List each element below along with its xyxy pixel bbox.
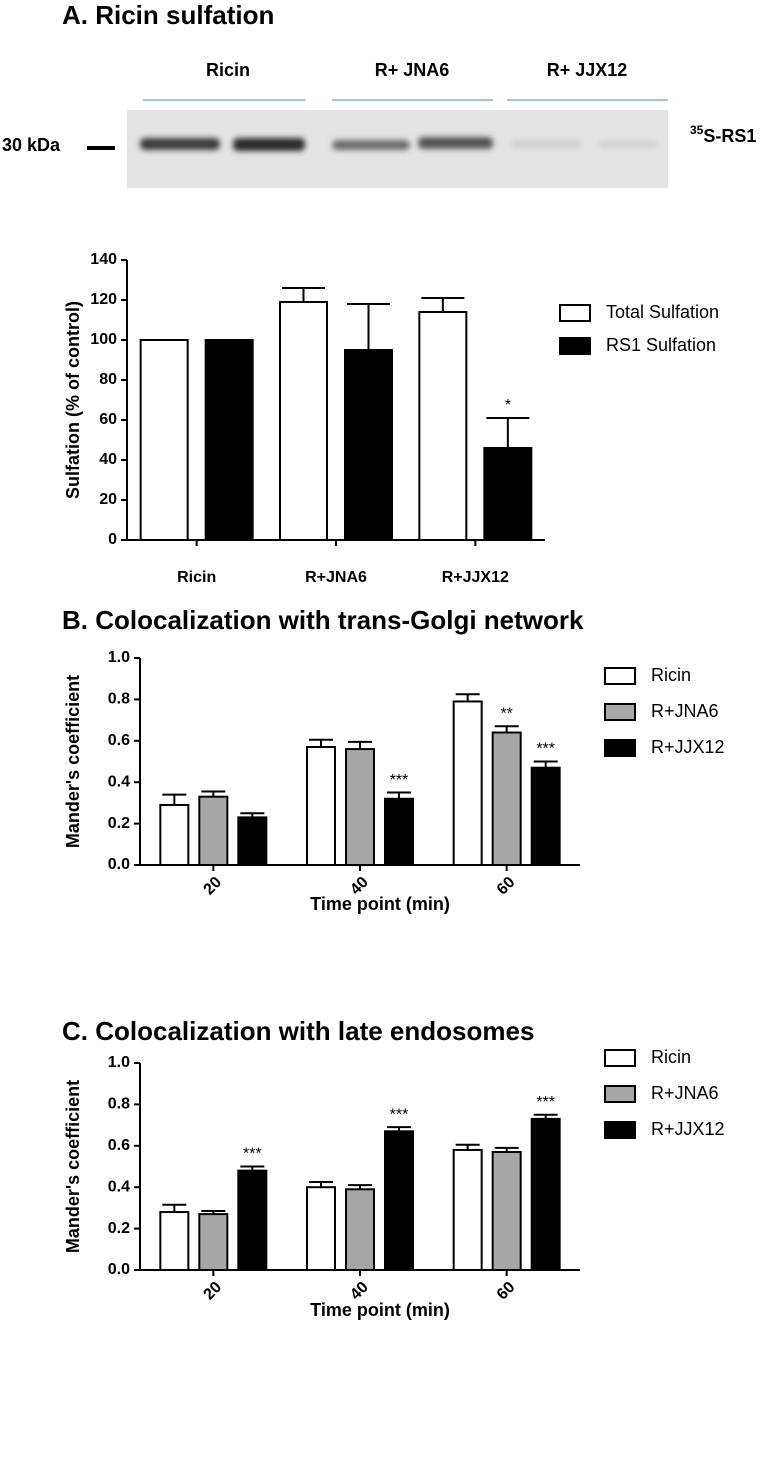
bar [384, 1130, 414, 1272]
y-tick-label: 80 [99, 371, 117, 388]
significance: ** [500, 706, 512, 723]
bar [237, 816, 268, 867]
legend-label: R+JNA6 [651, 1083, 719, 1103]
x-tick-label: 20 [201, 874, 226, 899]
legend-swatch [604, 703, 636, 721]
y-tick-label: 1.0 [108, 1054, 130, 1071]
x-tick-label: 20 [201, 1279, 226, 1304]
y-tick-label: 0.2 [108, 1220, 130, 1237]
y-tick-label: 0.0 [108, 856, 130, 873]
bar [159, 803, 190, 866]
y-tick-label: 0 [108, 531, 117, 548]
legend-label: Ricin [651, 1047, 691, 1067]
y-axis-label: Mander's coefficient [63, 1080, 83, 1253]
bar [306, 1186, 336, 1271]
y-tick-label: 0.2 [108, 815, 130, 832]
bar [237, 1169, 268, 1272]
legend-swatch [604, 667, 636, 685]
significance: *** [390, 772, 409, 789]
legend-label: R+JJX12 [651, 737, 725, 757]
x-tick-label: 60 [494, 874, 519, 899]
bar [452, 700, 483, 866]
significance: * [505, 397, 511, 414]
bar [345, 748, 375, 867]
panel-title: A. Ricin sulfation [62, 0, 274, 30]
x-tick-label: 60 [494, 1279, 519, 1304]
y-tick-label: 140 [90, 251, 117, 268]
bar [418, 311, 468, 541]
legend-label: R+JNA6 [651, 701, 719, 721]
chart-title: C. Colocalization with late endosomes [62, 1016, 534, 1046]
bar [483, 447, 533, 541]
y-tick-label: 60 [99, 411, 117, 428]
blot-image [127, 110, 668, 188]
significance: *** [536, 741, 555, 758]
marker-label: 30 kDa [2, 135, 61, 155]
x-axis-label: Time point (min) [310, 1300, 450, 1320]
y-tick-label: 0.6 [108, 1137, 130, 1154]
legend-label: Total Sulfation [606, 302, 719, 322]
legend-swatch [559, 337, 591, 355]
legend-swatch [604, 1085, 636, 1103]
bar [139, 339, 189, 541]
y-tick-label: 20 [99, 491, 117, 508]
bar [345, 1188, 375, 1272]
band-label-sup: 35 [690, 123, 704, 137]
bar [530, 766, 561, 867]
x-tick-label: R+JNA6 [305, 569, 367, 586]
bar [491, 731, 522, 867]
legend-label: R+JJX12 [651, 1119, 725, 1139]
y-axis-label: Sulfation (% of control) [63, 301, 83, 499]
bar [198, 795, 229, 866]
legend-swatch [604, 1121, 636, 1139]
y-axis-label: Mander's coefficient [63, 675, 83, 848]
bar [384, 797, 414, 867]
bar [530, 1117, 561, 1272]
y-tick-label: 0.4 [108, 1178, 130, 1195]
y-tick-label: 120 [90, 291, 117, 308]
bar [279, 301, 328, 541]
y-tick-label: 0.8 [108, 1096, 130, 1113]
bar [344, 349, 393, 541]
y-tick-label: 0.4 [108, 773, 130, 790]
band-label-main: S-RS1 [703, 126, 756, 146]
lane-label: Ricin [206, 60, 250, 80]
band-label: 35S-RS1 [690, 123, 756, 146]
y-tick-label: 40 [99, 451, 117, 468]
legend-swatch [604, 1049, 636, 1067]
y-tick-label: 100 [90, 331, 117, 348]
significance: *** [536, 1094, 555, 1111]
significance: *** [390, 1106, 409, 1123]
lane-label: R+ JNA6 [375, 60, 450, 80]
legend-label: Ricin [651, 665, 691, 685]
x-tick-label: R+JJX12 [442, 569, 509, 586]
y-tick-label: 0.6 [108, 732, 130, 749]
legend-label: RS1 Sulfation [606, 335, 716, 355]
x-tick-label: Ricin [177, 569, 216, 586]
bar [491, 1151, 522, 1272]
chart-title: B. Colocalization with trans-Golgi netwo… [62, 605, 584, 635]
lane-label: R+ JJX12 [547, 60, 628, 80]
y-tick-label: 0.0 [108, 1261, 130, 1278]
legend-swatch [559, 304, 591, 322]
y-tick-label: 0.8 [108, 691, 130, 708]
x-axis-label: Time point (min) [310, 894, 450, 914]
bar [452, 1148, 483, 1271]
bar [159, 1211, 190, 1272]
bar [306, 746, 336, 867]
significance: *** [243, 1146, 262, 1163]
bar [198, 1213, 229, 1271]
y-tick-label: 1.0 [108, 649, 130, 666]
bar [204, 339, 254, 541]
legend-swatch [604, 739, 636, 757]
